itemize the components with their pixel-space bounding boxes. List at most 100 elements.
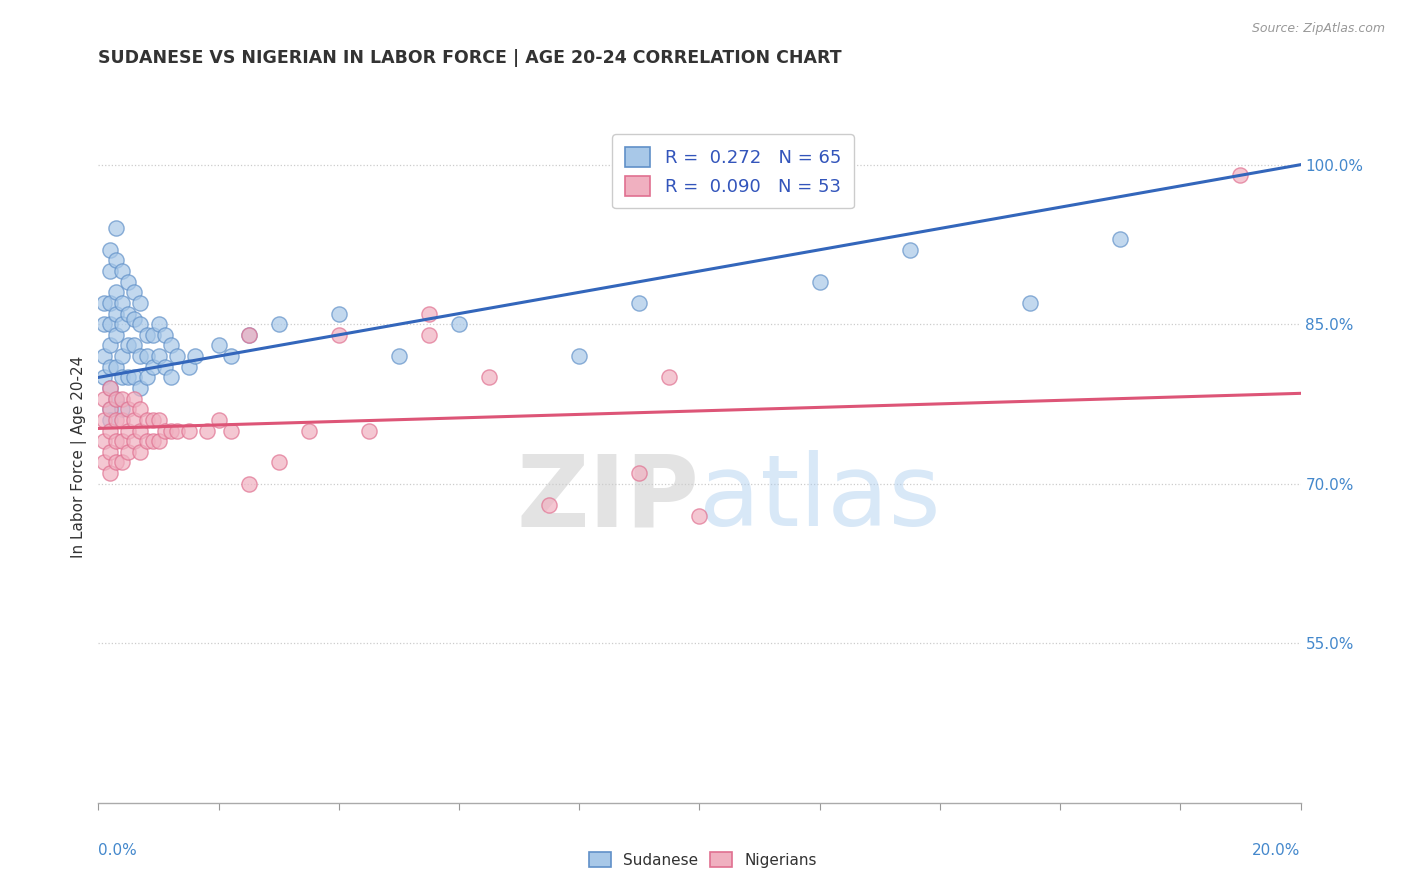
Text: atlas: atlas [700, 450, 941, 547]
Text: SUDANESE VS NIGERIAN IN LABOR FORCE | AGE 20-24 CORRELATION CHART: SUDANESE VS NIGERIAN IN LABOR FORCE | AG… [98, 49, 842, 67]
Legend: Sudanese, Nigerians: Sudanese, Nigerians [583, 846, 823, 873]
Point [105, 392, 128, 406]
Point [105, 392, 128, 406]
Point [141, 327, 163, 342]
Point [357, 424, 380, 438]
Point [124, 370, 146, 384]
Point [478, 370, 501, 384]
Text: Source: ZipAtlas.com: Source: ZipAtlas.com [1251, 22, 1385, 35]
Point [100, 359, 122, 374]
Point [153, 359, 176, 374]
Point [105, 307, 128, 321]
Point [1109, 232, 1132, 246]
Point [105, 359, 128, 374]
Point [93, 455, 115, 469]
Point [105, 285, 128, 300]
Point [111, 317, 134, 331]
Point [111, 455, 134, 469]
Text: 20.0%: 20.0% [1253, 843, 1301, 857]
Point [568, 349, 591, 363]
Point [105, 455, 128, 469]
Point [111, 434, 134, 449]
Point [418, 327, 440, 342]
Point [117, 338, 139, 352]
Point [100, 338, 122, 352]
Point [117, 370, 139, 384]
Point [100, 296, 122, 310]
Point [129, 296, 152, 310]
Point [141, 413, 163, 427]
Point [177, 424, 200, 438]
Point [538, 498, 561, 512]
Point [135, 327, 157, 342]
Point [93, 370, 115, 384]
Point [93, 349, 115, 363]
Point [93, 317, 115, 331]
Point [328, 327, 350, 342]
Point [148, 317, 170, 331]
Point [105, 221, 128, 235]
Point [111, 296, 134, 310]
Point [100, 402, 122, 417]
Point [100, 381, 122, 395]
Point [658, 370, 681, 384]
Point [105, 434, 128, 449]
Point [238, 476, 260, 491]
Point [124, 434, 146, 449]
Point [135, 370, 157, 384]
Point [124, 413, 146, 427]
Point [628, 296, 651, 310]
Point [100, 243, 122, 257]
Point [100, 264, 122, 278]
Text: 0.0%: 0.0% [98, 843, 138, 857]
Point [117, 402, 139, 417]
Point [447, 317, 470, 331]
Point [93, 434, 115, 449]
Point [117, 445, 139, 459]
Point [298, 424, 321, 438]
Point [111, 370, 134, 384]
Y-axis label: In Labor Force | Age 20-24: In Labor Force | Age 20-24 [72, 356, 87, 558]
Point [124, 312, 146, 326]
Point [135, 413, 157, 427]
Point [117, 307, 139, 321]
Point [129, 424, 152, 438]
Point [148, 349, 170, 363]
Point [1019, 296, 1042, 310]
Point [111, 264, 134, 278]
Point [141, 359, 163, 374]
Point [105, 413, 128, 427]
Legend: R =  0.272   N = 65, R =  0.090   N = 53: R = 0.272 N = 65, R = 0.090 N = 53 [613, 135, 853, 209]
Point [100, 424, 122, 438]
Point [129, 402, 152, 417]
Point [628, 466, 651, 480]
Point [166, 349, 188, 363]
Point [177, 359, 200, 374]
Point [898, 243, 921, 257]
Point [111, 402, 134, 417]
Point [129, 317, 152, 331]
Point [124, 338, 146, 352]
Point [153, 327, 176, 342]
Point [328, 307, 350, 321]
Point [111, 392, 134, 406]
Point [111, 413, 134, 427]
Point [93, 413, 115, 427]
Point [117, 424, 139, 438]
Point [105, 327, 128, 342]
Point [100, 317, 122, 331]
Point [166, 424, 188, 438]
Point [208, 413, 231, 427]
Point [93, 392, 115, 406]
Point [148, 413, 170, 427]
Point [129, 349, 152, 363]
Point [238, 327, 260, 342]
Point [129, 381, 152, 395]
Point [100, 413, 122, 427]
Point [129, 445, 152, 459]
Point [111, 349, 134, 363]
Point [808, 275, 831, 289]
Point [135, 349, 157, 363]
Point [208, 338, 231, 352]
Point [93, 296, 115, 310]
